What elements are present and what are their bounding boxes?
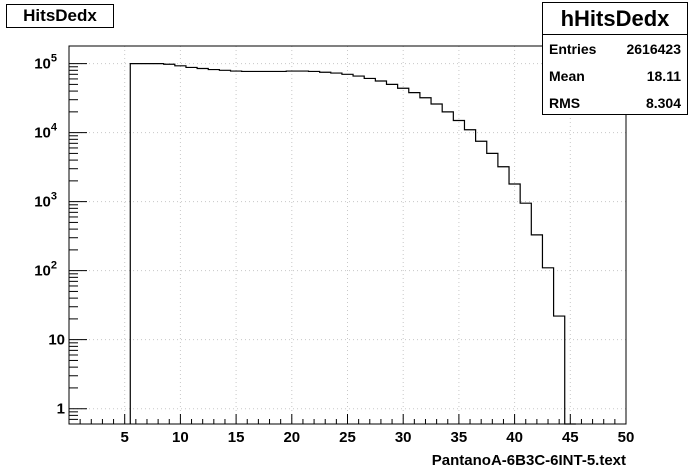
stats-label: Mean [549, 67, 585, 84]
x-tick-label: 40 [506, 429, 523, 446]
x-tick-label: 25 [339, 429, 356, 446]
stats-value: 2616423 [626, 40, 681, 57]
stats-label: Entries [549, 40, 597, 57]
y-tick-label: 102 [34, 260, 57, 280]
stats-row-rms: RMS 8.304 [543, 89, 687, 116]
x-axis: 5 10 15 20 25 30 35 40 45 50 [68, 414, 635, 446]
y-tick-label: 105 [34, 53, 57, 73]
stats-row-entries: Entries 2616423 [543, 35, 687, 62]
y-tick-label: 104 [34, 122, 58, 142]
stats-value: 8.304 [645, 94, 681, 111]
y-tick-label: 103 [34, 191, 57, 211]
x-tick-label: 35 [451, 429, 468, 446]
histogram-line [129, 63, 576, 425]
x-tick-label: 50 [618, 429, 635, 446]
stats-title: hHitsDedx [543, 3, 687, 35]
y-tick-label: 10 [48, 332, 65, 349]
x-tick-label: 30 [395, 429, 412, 446]
x-tick-label: 45 [562, 429, 579, 446]
x-tick-label: 5 [121, 429, 129, 446]
stats-value: 18.11 [646, 67, 681, 84]
stats-box: hHitsDedx Entries 2616423 Mean 18.11 RMS… [542, 2, 688, 115]
x-tick-label: 10 [172, 429, 189, 446]
x-tick-label: 20 [283, 429, 300, 446]
histogram-title: HitsDedx [6, 4, 114, 28]
y-axis: 1 10 102 103 104 105 [34, 53, 87, 425]
y-tick-label: 1 [57, 401, 65, 418]
stats-label: RMS [549, 94, 581, 111]
x-tick-label: 15 [228, 429, 245, 446]
stats-row-mean: Mean 18.11 [543, 62, 687, 89]
x-axis-label: PantanoA-6B3C-6INT-5.text [431, 452, 626, 469]
